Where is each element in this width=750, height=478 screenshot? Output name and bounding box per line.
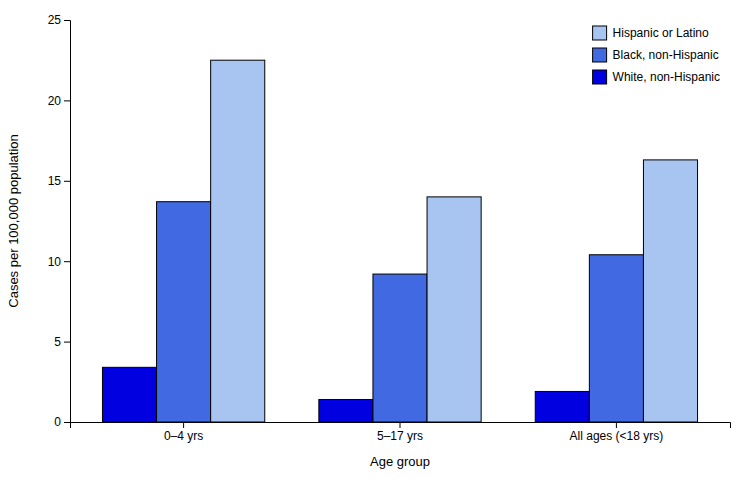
x-axis-title: Age group bbox=[370, 454, 430, 469]
bar bbox=[211, 60, 265, 422]
x-tick-mark bbox=[616, 422, 617, 428]
bar bbox=[589, 255, 643, 422]
y-tick: 5 bbox=[54, 335, 70, 349]
y-tick-label: 25 bbox=[48, 13, 62, 27]
y-axis-line bbox=[64, 21, 71, 423]
y-tick-mark bbox=[64, 261, 70, 262]
y-tick: 0 bbox=[54, 415, 70, 429]
plot: 0–4 yrs 5–17 yrs All ages (<18 yrs) 0 5 10 15 2… bbox=[48, 13, 731, 442]
y-axis-title: Cases per 100,000 population bbox=[6, 134, 21, 307]
y-tick-label: 5 bbox=[54, 335, 61, 349]
bar bbox=[373, 274, 427, 422]
x-tick-label: All ages (<18 yrs) bbox=[570, 429, 664, 443]
y-tick: 10 bbox=[48, 255, 70, 269]
y-tick-label: 10 bbox=[48, 255, 62, 269]
legend-label: White, non-Hispanic bbox=[613, 70, 720, 84]
legend-item: White, non-Hispanic bbox=[593, 70, 720, 84]
bar bbox=[102, 367, 156, 422]
legend: Hispanic or Latino Black, non-Hispanic Whi… bbox=[593, 26, 720, 84]
x-tick-mark bbox=[400, 422, 401, 428]
y-axis: 0 5 10 15 20 25 bbox=[48, 13, 71, 429]
x-tick: All ages (<18 yrs) bbox=[570, 422, 664, 443]
legend-item: Hispanic or Latino bbox=[593, 26, 709, 40]
legend-swatch bbox=[593, 70, 607, 84]
x-tick-label: 5–17 yrs bbox=[377, 429, 423, 443]
x-axis-line bbox=[71, 423, 731, 429]
y-tick: 15 bbox=[48, 174, 70, 188]
y-tick-mark bbox=[64, 100, 70, 101]
bars bbox=[102, 60, 697, 422]
x-tick-mark bbox=[183, 422, 184, 428]
y-tick: 20 bbox=[48, 94, 70, 108]
bar bbox=[427, 197, 481, 422]
legend-swatch bbox=[593, 48, 607, 62]
x-axis: 0–4 yrs 5–17 yrs All ages (<18 yrs) bbox=[71, 422, 731, 443]
y-tick-mark bbox=[64, 342, 70, 343]
bar bbox=[643, 160, 697, 422]
y-tick-mark bbox=[64, 181, 70, 182]
legend-item: Black, non-Hispanic bbox=[593, 48, 719, 62]
y-tick-label: 0 bbox=[54, 415, 61, 429]
bar bbox=[157, 202, 211, 422]
legend-swatch bbox=[593, 26, 607, 40]
y-tick-label: 15 bbox=[48, 174, 62, 188]
y-tick-mark bbox=[64, 20, 70, 21]
y-tick-mark bbox=[64, 422, 70, 423]
legend-label: Black, non-Hispanic bbox=[613, 48, 719, 62]
chart-svg: 0–4 yrs 5–17 yrs All ages (<18 yrs) 0 5 10 15 2… bbox=[0, 0, 750, 478]
bar bbox=[319, 399, 373, 422]
legend-label: Hispanic or Latino bbox=[613, 26, 709, 40]
y-tick: 25 bbox=[48, 13, 70, 27]
x-tick: 5–17 yrs bbox=[377, 422, 423, 443]
chart-container: 0–4 yrs 5–17 yrs All ages (<18 yrs) 0 5 10 15 2… bbox=[0, 0, 750, 478]
x-tick: 0–4 yrs bbox=[164, 422, 203, 443]
bar bbox=[535, 391, 589, 422]
y-tick-label: 20 bbox=[48, 94, 62, 108]
x-tick-label: 0–4 yrs bbox=[164, 429, 203, 443]
